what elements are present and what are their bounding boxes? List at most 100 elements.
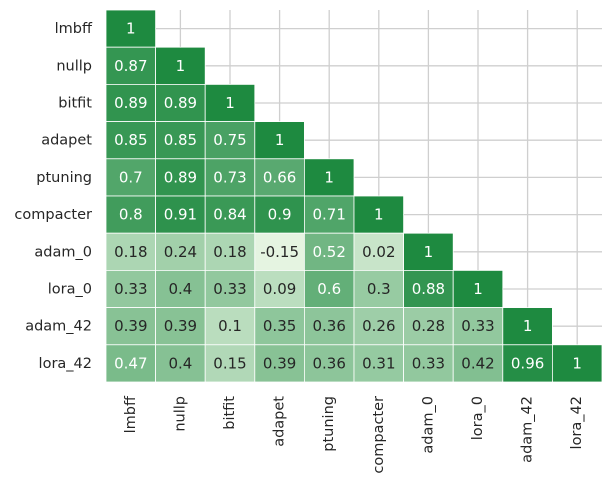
cell-value-label: -0.15 <box>260 243 299 261</box>
x-tick-label: lora_0 <box>470 396 486 440</box>
cell-value-label: 0.73 <box>213 168 246 186</box>
heatmap-cell-lora_0-adam_0 <box>403 269 454 308</box>
cell-value-label: 0.02 <box>362 243 395 261</box>
cell-value-label: 0.88 <box>412 280 445 298</box>
x-tick-label: nullp <box>172 396 188 432</box>
heatmap-cell-lora_0-lora_0 <box>452 269 504 308</box>
heatmap-cell-ptuning-adapet <box>254 158 305 197</box>
cell-value-label: 1 <box>275 131 285 149</box>
heatmap-cell-lora_42-adam_0 <box>403 344 454 383</box>
cell-value-label: 1 <box>424 243 434 261</box>
x-tick-label: lmbff <box>123 395 139 433</box>
cell-value-label: 0.6 <box>317 280 341 298</box>
heatmap-cell-bitfit-bitfit <box>204 84 256 123</box>
heatmap-cell-nullp-nullp <box>155 46 206 85</box>
x-tick-label: compacter <box>371 396 387 474</box>
cell-value-label: 0.42 <box>461 354 494 372</box>
cell-value-label: 0.39 <box>263 354 296 372</box>
cell-value-label: 0.84 <box>213 206 246 224</box>
cell-value-label: 0.33 <box>412 354 445 372</box>
heatmap-cell-adapet-nullp <box>155 121 206 160</box>
cell-value-label: 0.36 <box>312 317 345 335</box>
cell-value-label: 0.31 <box>362 354 395 372</box>
heatmap-cell-adam_0-nullp <box>155 232 206 271</box>
heatmap-cells: 1 0.87 1 0.89 0.89 1 0.85 0.85 0.75 1 0.7 0.89 0.73 0… <box>105 9 603 383</box>
cell-value-label: 0.52 <box>312 243 345 261</box>
heatmap-cell-adam_42-lora_0 <box>452 307 504 346</box>
heatmap-cell-lora_0-bitfit <box>204 269 256 308</box>
cell-value-label: 0.85 <box>164 131 197 149</box>
cell-value-label: 1 <box>572 354 582 372</box>
cell-value-label: 0.4 <box>168 280 192 298</box>
heatmap-cell-adapet-adapet <box>254 121 305 160</box>
cell-value-label: 0.09 <box>263 280 296 298</box>
cell-value-label: 0.8 <box>119 206 143 224</box>
cell-value-label: 1 <box>374 206 384 224</box>
cell-value-label: 0.3 <box>367 280 391 298</box>
cell-value-label: 0.18 <box>114 243 147 261</box>
cell-value-label: 0.33 <box>213 280 246 298</box>
cell-value-label: 0.33 <box>461 317 494 335</box>
heatmap-cell-lora_0-compacter <box>353 269 404 308</box>
x-tick-label: adam_0 <box>420 396 436 454</box>
heatmap-cell-adam_42-lmbff <box>105 307 156 346</box>
cell-value-label: 0.96 <box>511 354 544 372</box>
heatmap-cell-lora_42-adam_42 <box>502 344 553 383</box>
y-tick-label: nullp <box>56 58 92 74</box>
cell-value-label: 1 <box>126 20 136 38</box>
heatmap-cell-adam_0-compacter <box>353 232 404 271</box>
cell-value-label: 0.36 <box>312 354 345 372</box>
cell-value-label: 1 <box>176 57 186 75</box>
cell-value-label: 0.28 <box>412 317 445 335</box>
cell-value-label: 0.47 <box>114 354 147 372</box>
y-tick-label: compacter <box>14 207 92 223</box>
heatmap-cell-compacter-adapet <box>254 195 305 234</box>
heatmap-cell-lora_0-nullp <box>155 269 206 308</box>
y-tick-label: lora_0 <box>48 282 92 298</box>
heatmap-cell-lora_42-bitfit <box>204 344 256 383</box>
y-tick-label: bitfit <box>58 96 92 112</box>
cell-value-label: 1 <box>473 280 483 298</box>
heatmap-cell-adam_0-ptuning <box>303 232 355 271</box>
x-tick-label: adam_42 <box>520 396 536 463</box>
heatmap-cell-ptuning-lmbff <box>105 158 156 197</box>
heatmap-cell-lora_0-ptuning <box>303 269 355 308</box>
cell-value-label: 0.89 <box>164 94 197 112</box>
cell-value-label: 1 <box>523 317 533 335</box>
cell-value-label: 0.89 <box>164 168 197 186</box>
heatmap-cell-adam_42-ptuning <box>303 307 355 346</box>
x-tick-label: ptuning <box>321 396 337 452</box>
heatmap-cell-compacter-lmbff <box>105 195 156 234</box>
x-tick-label: adapet <box>272 396 288 447</box>
cell-value-label: 0.35 <box>263 317 296 335</box>
heatmap-cell-adam_0-adam_0 <box>403 232 454 271</box>
cell-value-label: 0.39 <box>164 317 197 335</box>
heatmap-cell-lora_0-adapet <box>254 269 305 308</box>
y-tick-label: lora_42 <box>39 356 92 372</box>
cell-value-label: 1 <box>324 168 334 186</box>
cell-value-label: 0.71 <box>312 206 345 224</box>
cell-value-label: 0.89 <box>114 94 147 112</box>
cell-value-label: 0.18 <box>213 243 246 261</box>
heatmap-cell-ptuning-bitfit <box>204 158 256 197</box>
y-tick-label: ptuning <box>36 170 92 186</box>
x-axis: lmbff nullp bitfit adapet ptuning compacter ad… <box>123 395 585 474</box>
cell-value-label: 0.1 <box>218 317 242 335</box>
y-tick-label: lmbff <box>55 21 93 37</box>
heatmap-cell-adam_0-adapet <box>254 232 305 271</box>
cell-value-label: 0.4 <box>168 354 192 372</box>
heatmap-cell-adam_42-nullp <box>155 307 206 346</box>
heatmap-cell-lmbff-lmbff <box>105 9 156 48</box>
heatmap-cell-adam_42-compacter <box>353 307 404 346</box>
cell-value-label: 1 <box>225 94 235 112</box>
cell-value-label: 0.39 <box>114 317 147 335</box>
heatmap-cell-adam_0-bitfit <box>204 232 256 271</box>
heatmap-cell-compacter-nullp <box>155 195 206 234</box>
y-tick-label: adam_0 <box>34 244 92 260</box>
x-tick-label: lora_42 <box>569 396 585 449</box>
cell-value-label: 0.24 <box>164 243 197 261</box>
cell-value-label: 0.66 <box>263 168 296 186</box>
heatmap-cell-adam_42-adam_0 <box>403 307 454 346</box>
